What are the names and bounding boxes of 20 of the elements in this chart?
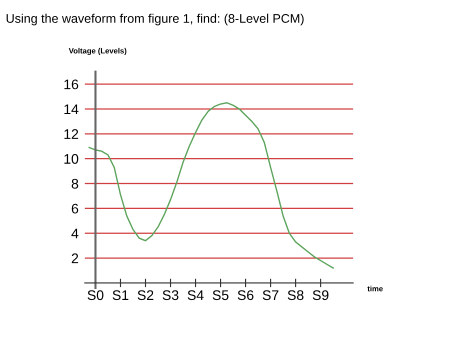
x-tick-label: S0: [88, 290, 104, 300]
x-tick-label: S3: [162, 290, 178, 300]
x-tick-label: S9: [312, 290, 328, 300]
y-tick-label: 14: [64, 104, 78, 114]
y-tick-label: 12: [64, 129, 78, 139]
x-tick-label: S6: [238, 290, 254, 300]
x-tick-label: S5: [212, 290, 228, 300]
y-tick-label: 16: [64, 79, 78, 90]
y-tick-label: 10: [64, 154, 78, 164]
x-tick-label: S1: [112, 290, 128, 300]
y-tick-label: 8: [72, 178, 78, 189]
x-tick-label: S8: [288, 290, 304, 300]
y-tick-label: 4: [71, 228, 78, 238]
x-tick-label: S2: [138, 290, 154, 300]
x-tick-label: S4: [188, 290, 204, 300]
line-series: [88, 102, 334, 269]
y-tick-label: 6: [72, 204, 78, 214]
x-tick-label: S7: [262, 290, 278, 300]
y-tick-label: 2: [72, 253, 78, 264]
chart-title: Using the waveform from figure 1, find: (8-Level PCM): [6, 14, 304, 26]
